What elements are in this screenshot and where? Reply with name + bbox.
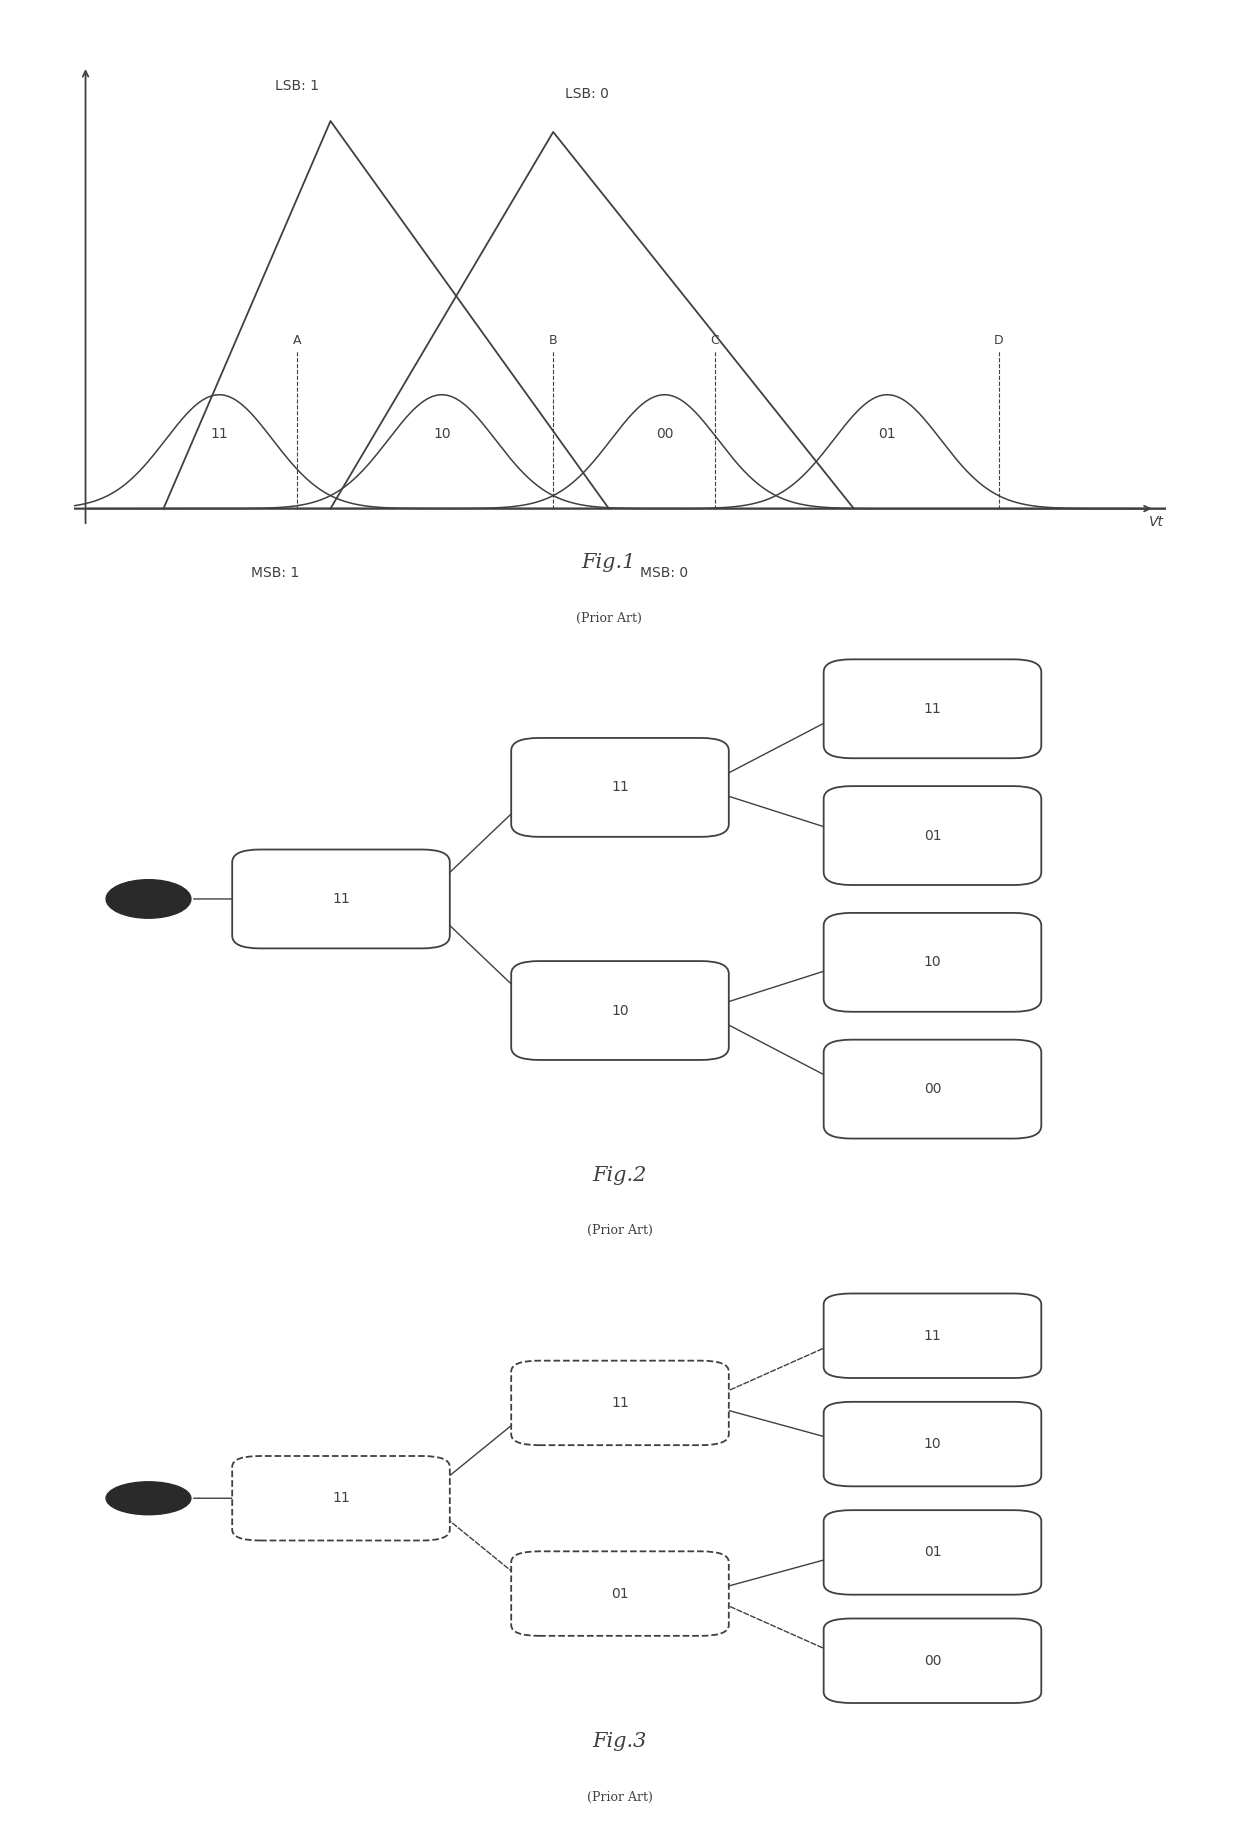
FancyBboxPatch shape <box>823 1619 1042 1704</box>
Text: 11: 11 <box>924 703 941 715</box>
FancyBboxPatch shape <box>511 961 729 1060</box>
Text: LSB: 1: LSB: 1 <box>275 79 319 92</box>
Text: 01: 01 <box>924 1545 941 1560</box>
FancyBboxPatch shape <box>232 850 450 948</box>
FancyBboxPatch shape <box>823 1040 1042 1138</box>
Text: (Prior Art): (Prior Art) <box>587 1224 653 1237</box>
Text: Fig.2: Fig.2 <box>593 1165 647 1186</box>
Text: 11: 11 <box>211 428 228 441</box>
FancyBboxPatch shape <box>823 1401 1042 1486</box>
Text: MSB: 1: MSB: 1 <box>250 566 299 579</box>
Text: (Prior Art): (Prior Art) <box>587 1791 653 1803</box>
Text: 10: 10 <box>924 1436 941 1451</box>
Text: 00: 00 <box>656 428 673 441</box>
Text: 11: 11 <box>611 780 629 795</box>
Text: 11: 11 <box>332 1492 350 1505</box>
Circle shape <box>107 880 191 918</box>
Text: B: B <box>549 334 558 347</box>
Circle shape <box>107 1483 191 1514</box>
Text: MSB: 0: MSB: 0 <box>641 566 688 579</box>
FancyBboxPatch shape <box>823 1510 1042 1595</box>
Text: (Prior Art): (Prior Art) <box>575 612 642 625</box>
FancyBboxPatch shape <box>823 786 1042 885</box>
Text: 10: 10 <box>611 1003 629 1018</box>
Text: 01: 01 <box>878 428 897 441</box>
Text: Vt: Vt <box>1149 514 1164 529</box>
FancyBboxPatch shape <box>232 1457 450 1540</box>
Text: 01: 01 <box>611 1586 629 1601</box>
Text: 10: 10 <box>433 428 450 441</box>
FancyBboxPatch shape <box>823 913 1042 1012</box>
Text: D: D <box>993 334 1003 347</box>
Text: A: A <box>293 334 301 347</box>
Text: C: C <box>711 334 719 347</box>
Text: 01: 01 <box>924 828 941 843</box>
Text: Fig.1: Fig.1 <box>582 553 636 572</box>
FancyBboxPatch shape <box>823 660 1042 758</box>
FancyBboxPatch shape <box>823 1293 1042 1377</box>
Text: Fig.3: Fig.3 <box>593 1732 647 1752</box>
FancyBboxPatch shape <box>511 1361 729 1446</box>
Text: 00: 00 <box>924 1082 941 1095</box>
Text: LSB: 0: LSB: 0 <box>564 87 609 101</box>
Text: 11: 11 <box>611 1396 629 1411</box>
FancyBboxPatch shape <box>511 738 729 837</box>
Text: 00: 00 <box>924 1654 941 1667</box>
Text: 11: 11 <box>332 892 350 905</box>
Text: 10: 10 <box>924 955 941 970</box>
Text: 11: 11 <box>924 1330 941 1342</box>
FancyBboxPatch shape <box>511 1551 729 1636</box>
